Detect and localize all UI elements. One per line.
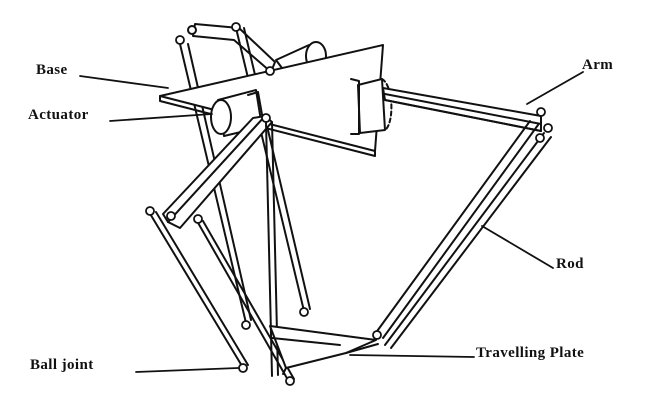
label-base: Base bbox=[36, 62, 68, 78]
label-ball-joint: Ball joint bbox=[30, 357, 94, 373]
right-arm bbox=[382, 87, 542, 132]
label-travelling-plate: Travelling Plate bbox=[476, 345, 585, 361]
label-actuator: Actuator bbox=[28, 107, 89, 123]
label-rod: Rod bbox=[556, 256, 584, 272]
ball-joints bbox=[145, 22, 553, 386]
leader-lines bbox=[79, 71, 584, 373]
left-rod-pair bbox=[148, 211, 295, 381]
label-arm: Arm bbox=[582, 57, 614, 73]
right-actuator bbox=[350, 78, 393, 135]
right-rod-pair bbox=[374, 120, 552, 349]
back-arm bbox=[187, 23, 276, 73]
left-actuator bbox=[210, 89, 264, 137]
travelling-plate-shape bbox=[269, 325, 379, 375]
